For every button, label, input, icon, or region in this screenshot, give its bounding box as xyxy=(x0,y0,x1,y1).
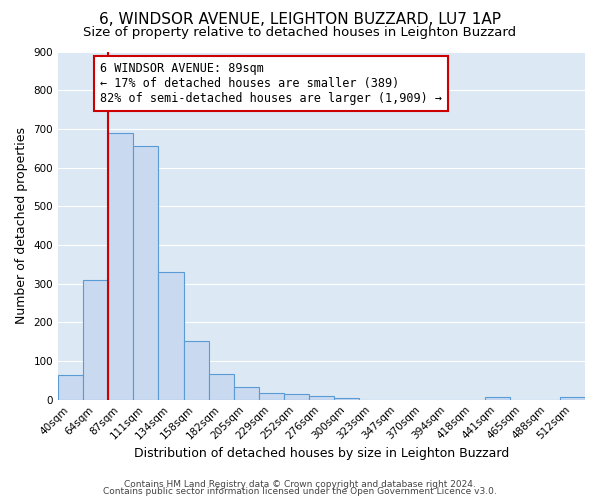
Bar xyxy=(560,396,585,400)
Text: Size of property relative to detached houses in Leighton Buzzard: Size of property relative to detached ho… xyxy=(83,26,517,39)
Text: Contains HM Land Registry data © Crown copyright and database right 2024.: Contains HM Land Registry data © Crown c… xyxy=(124,480,476,489)
Y-axis label: Number of detached properties: Number of detached properties xyxy=(15,127,28,324)
Bar xyxy=(58,374,83,400)
Bar xyxy=(108,133,133,400)
Text: Contains public sector information licensed under the Open Government Licence v3: Contains public sector information licen… xyxy=(103,487,497,496)
Text: 6, WINDSOR AVENUE, LEIGHTON BUZZARD, LU7 1AP: 6, WINDSOR AVENUE, LEIGHTON BUZZARD, LU7… xyxy=(99,12,501,28)
Bar xyxy=(209,374,233,400)
Bar xyxy=(334,398,359,400)
Bar xyxy=(284,394,309,400)
Bar xyxy=(259,393,284,400)
Bar xyxy=(158,272,184,400)
Bar xyxy=(83,280,108,400)
Bar xyxy=(133,146,158,400)
Text: 6 WINDSOR AVENUE: 89sqm
← 17% of detached houses are smaller (389)
82% of semi-d: 6 WINDSOR AVENUE: 89sqm ← 17% of detache… xyxy=(100,62,442,105)
X-axis label: Distribution of detached houses by size in Leighton Buzzard: Distribution of detached houses by size … xyxy=(134,447,509,460)
Bar xyxy=(184,340,209,400)
Bar xyxy=(485,396,510,400)
Bar xyxy=(309,396,334,400)
Bar xyxy=(233,387,259,400)
